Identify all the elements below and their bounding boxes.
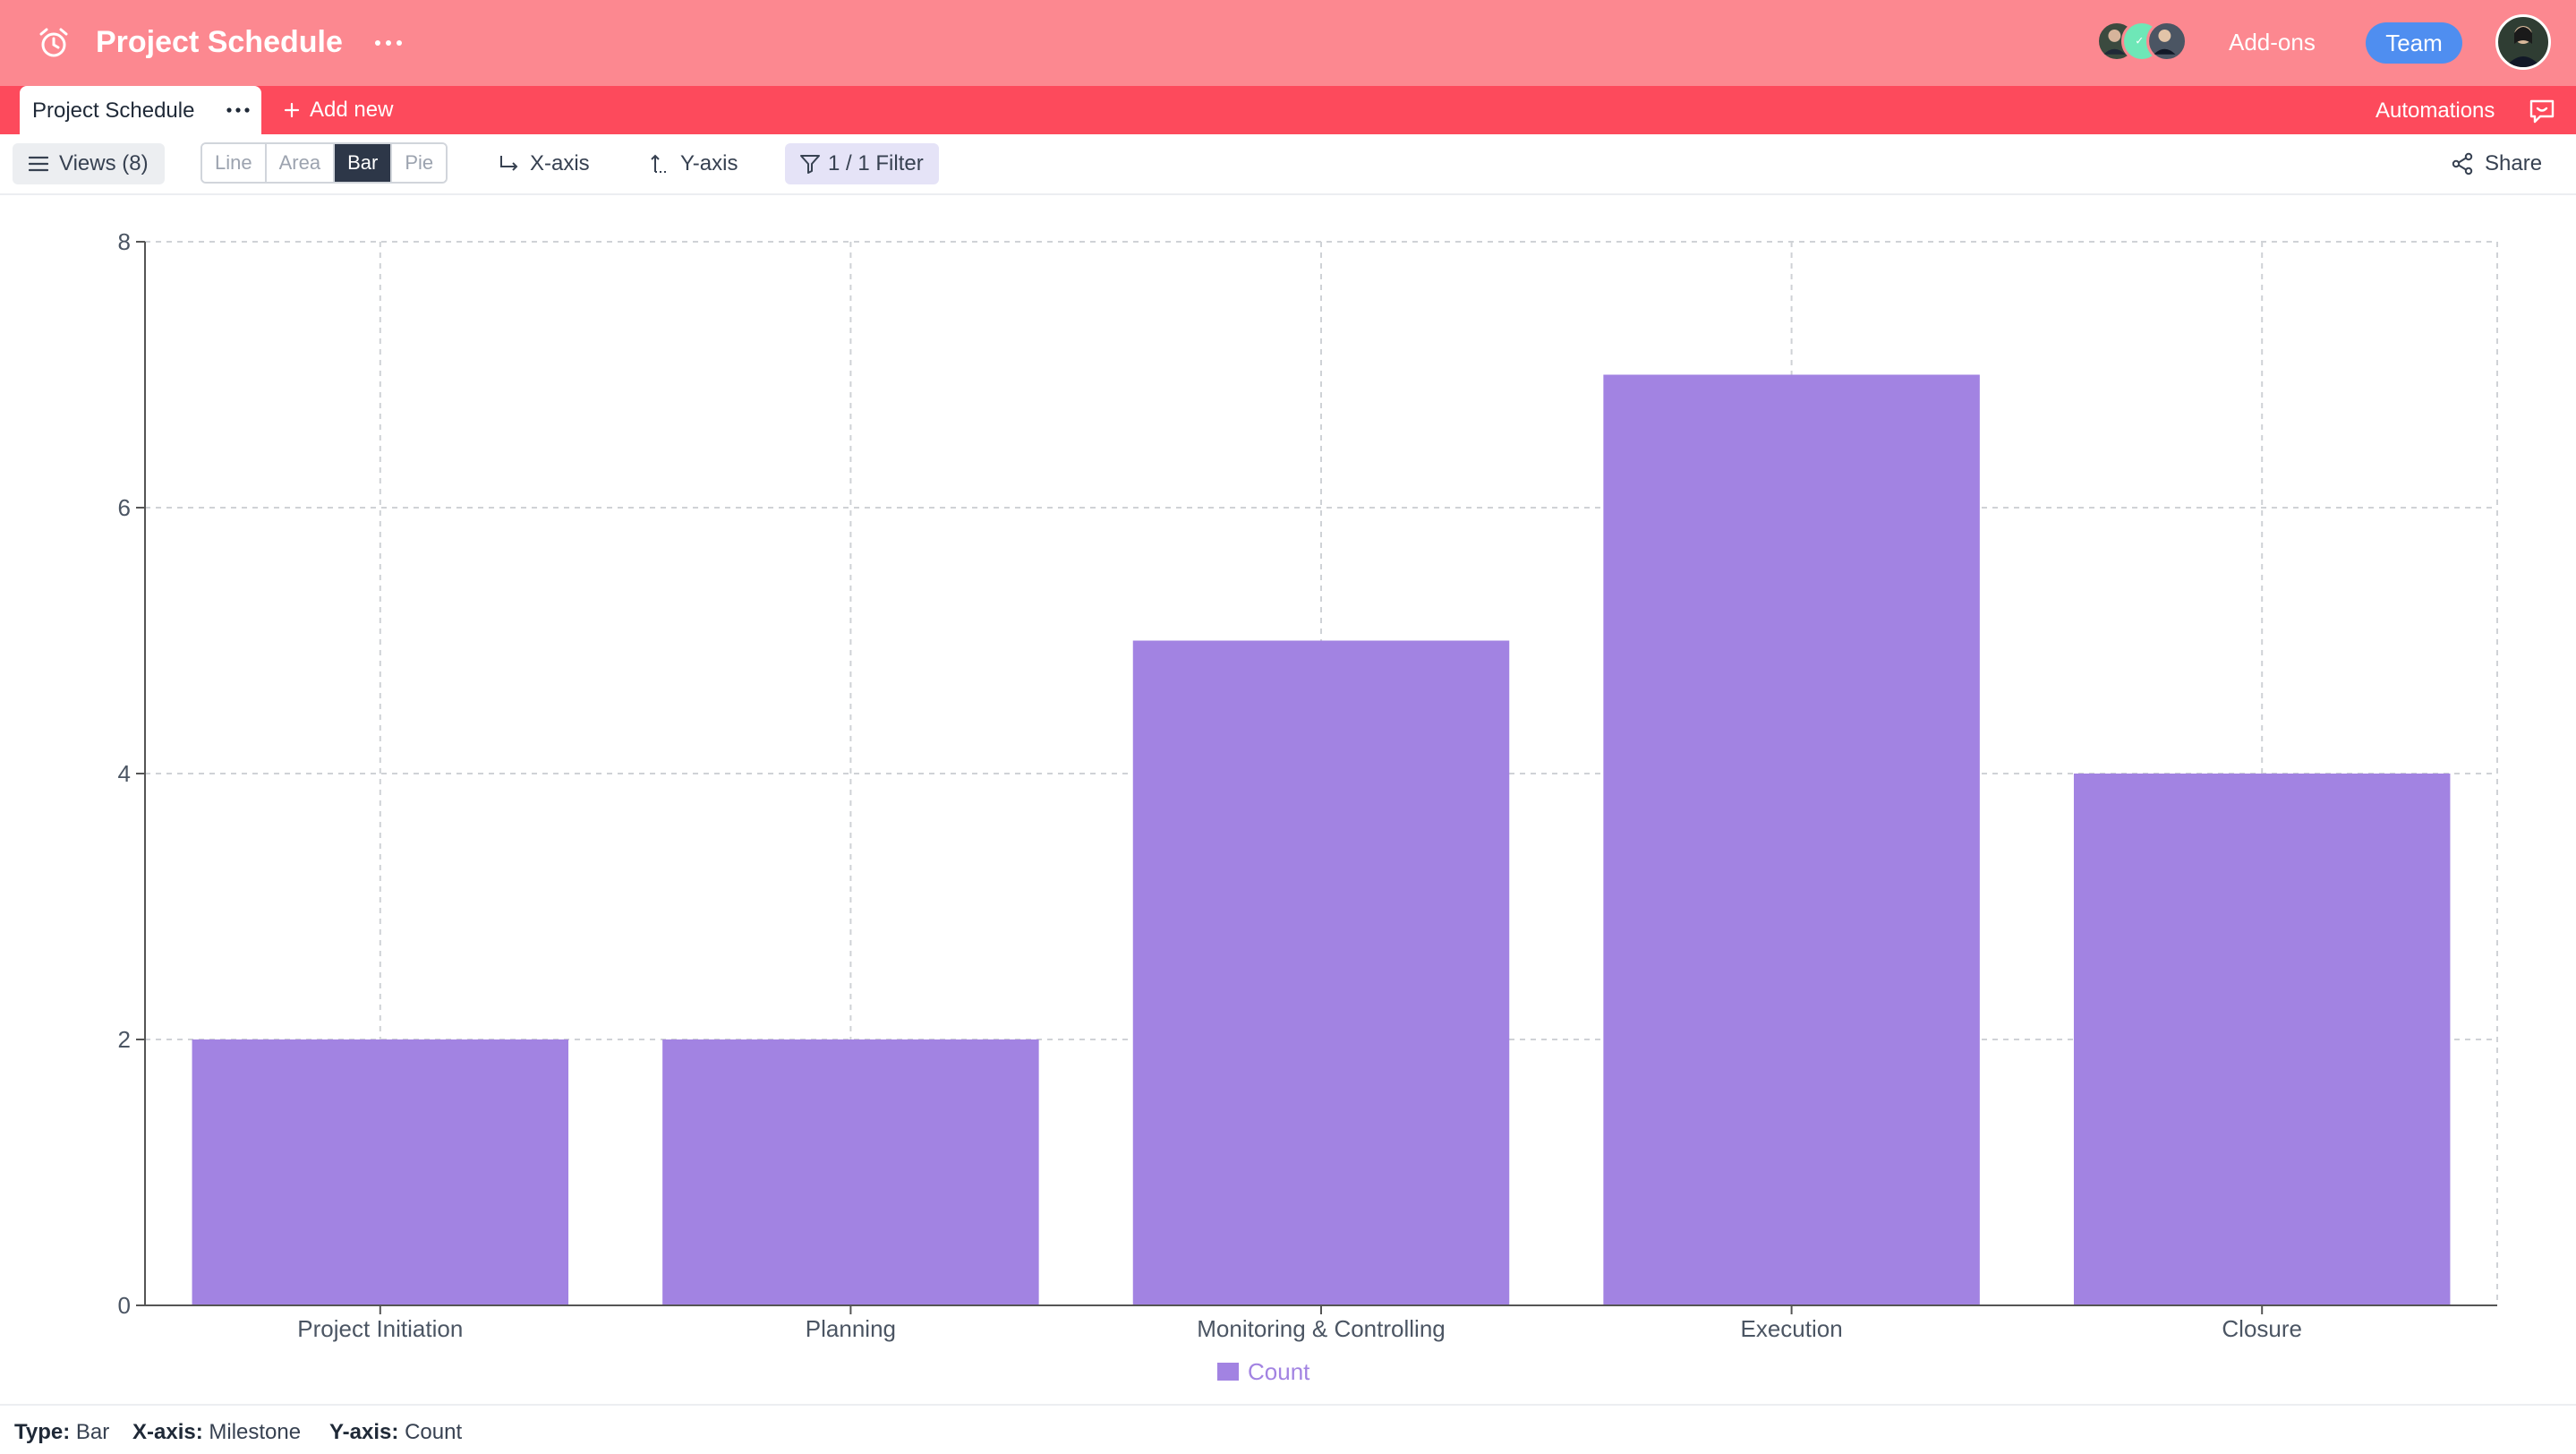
chart-toolbar: Views (8) Line Area Bar Pie X-axis Y-axi… [0, 134, 2576, 195]
alarm-clock-icon[interactable] [36, 25, 72, 61]
header-bar: Project Schedule ✓ Add-ons Team [0, 0, 2576, 86]
addons-link[interactable]: Add-ons [2229, 29, 2316, 56]
y-tick-label: 0 [118, 1292, 131, 1319]
yaxis-label: Y-axis [680, 151, 738, 175]
type-summary: Type: Bar [14, 1418, 109, 1447]
team-button[interactable]: Team [2366, 22, 2462, 64]
type-key: Type: [14, 1420, 71, 1444]
chat-icon[interactable] [2528, 97, 2556, 125]
yaxis-key: Y-axis: [329, 1420, 399, 1444]
xaxis-label: X-axis [530, 151, 590, 175]
svg-text:✓: ✓ [2135, 34, 2144, 47]
page-title[interactable]: Project Schedule [96, 25, 343, 59]
x-tick-label: Project Initiation [297, 1315, 463, 1342]
xaxis-button[interactable]: X-axis [498, 143, 590, 184]
y-tick-label: 8 [118, 228, 131, 255]
x-tick-label: Planning [806, 1315, 896, 1342]
yaxis-button[interactable]: Y-axis [648, 143, 738, 184]
xaxis-icon [500, 156, 518, 171]
filter-icon [800, 155, 820, 174]
plus-icon [284, 102, 300, 118]
tab-options-icon[interactable] [222, 98, 254, 122]
xaxis-key: X-axis: [132, 1420, 203, 1444]
xaxis-summary: X-axis: Milestone [132, 1418, 301, 1447]
y-tick-label: 4 [118, 760, 131, 787]
add-new-button[interactable]: Add new [283, 95, 393, 125]
chart-type-area[interactable]: Area [266, 144, 336, 182]
type-value: Bar [75, 1420, 110, 1444]
x-tick-label: Monitoring & Controlling [1197, 1315, 1445, 1342]
chart-type-line[interactable]: Line [202, 144, 267, 182]
y-tick-label: 2 [118, 1026, 131, 1053]
bar-planning [662, 1039, 1039, 1305]
share-label: Share [2485, 151, 2543, 175]
yaxis-value: Count [405, 1420, 463, 1444]
x-tick-label: Closure [2222, 1315, 2302, 1342]
legend-label: Count [1248, 1358, 1310, 1385]
tab-bar: Project Schedule Add new Automations [0, 86, 2576, 134]
yaxis-summary: Y-axis: Count [329, 1418, 462, 1447]
automations-link[interactable]: Automations [2376, 98, 2495, 123]
bar-project-initiation [192, 1039, 569, 1305]
collaborator-avatars[interactable]: ✓ [2096, 21, 2195, 65]
filter-label: 1 / 1 Filter [828, 151, 924, 175]
menu-icon [29, 156, 48, 172]
chart-type-bar[interactable]: Bar [335, 144, 393, 182]
user-avatar[interactable] [2495, 14, 2551, 70]
more-options-icon[interactable] [371, 27, 406, 59]
x-tick-label: Execution [1741, 1315, 1843, 1342]
share-button[interactable]: Share [2451, 143, 2542, 184]
xaxis-value: Milestone [209, 1420, 302, 1444]
bar-monitoring-controlling [1132, 640, 1510, 1305]
legend-swatch [1217, 1363, 1239, 1381]
views-button[interactable]: Views (8) [13, 143, 165, 184]
bar-execution [1603, 374, 1980, 1305]
tab-label: Project Schedule [32, 98, 195, 123]
filter-button[interactable]: 1 / 1 Filter [785, 143, 939, 184]
y-tick-label: 6 [118, 494, 131, 521]
yaxis-icon [651, 154, 666, 173]
add-new-label: Add new [310, 98, 394, 122]
views-label: Views (8) [59, 151, 149, 175]
share-icon [2452, 152, 2473, 175]
bar-chart: 0 2 4 6 8 Project Initiation Planning Monitorin… [118, 228, 2498, 1385]
bar-closure [2073, 774, 2451, 1305]
avatar [2146, 21, 2188, 62]
chart-summary-footer: Type: Bar X-axis: Milestone Y-axis: Coun… [0, 1404, 2576, 1454]
tab-project-schedule[interactable]: Project Schedule [20, 86, 261, 134]
chart-type-pie[interactable]: Pie [392, 144, 447, 182]
chart-type-selector: Line Area Bar Pie [200, 142, 448, 184]
